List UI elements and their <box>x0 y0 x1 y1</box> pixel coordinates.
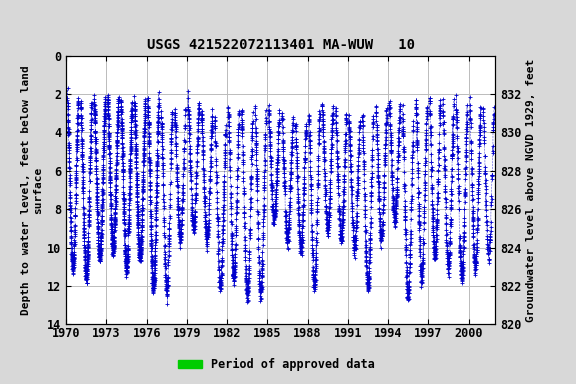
Title: USGS 421522072113401 MA-WUW   10: USGS 421522072113401 MA-WUW 10 <box>147 38 415 52</box>
Y-axis label: Depth to water level, feet below land
surface: Depth to water level, feet below land su… <box>21 65 43 315</box>
Y-axis label: Groundwater level above NGVD 1929, feet: Groundwater level above NGVD 1929, feet <box>526 58 536 322</box>
Legend: Period of approved data: Period of approved data <box>173 354 380 376</box>
